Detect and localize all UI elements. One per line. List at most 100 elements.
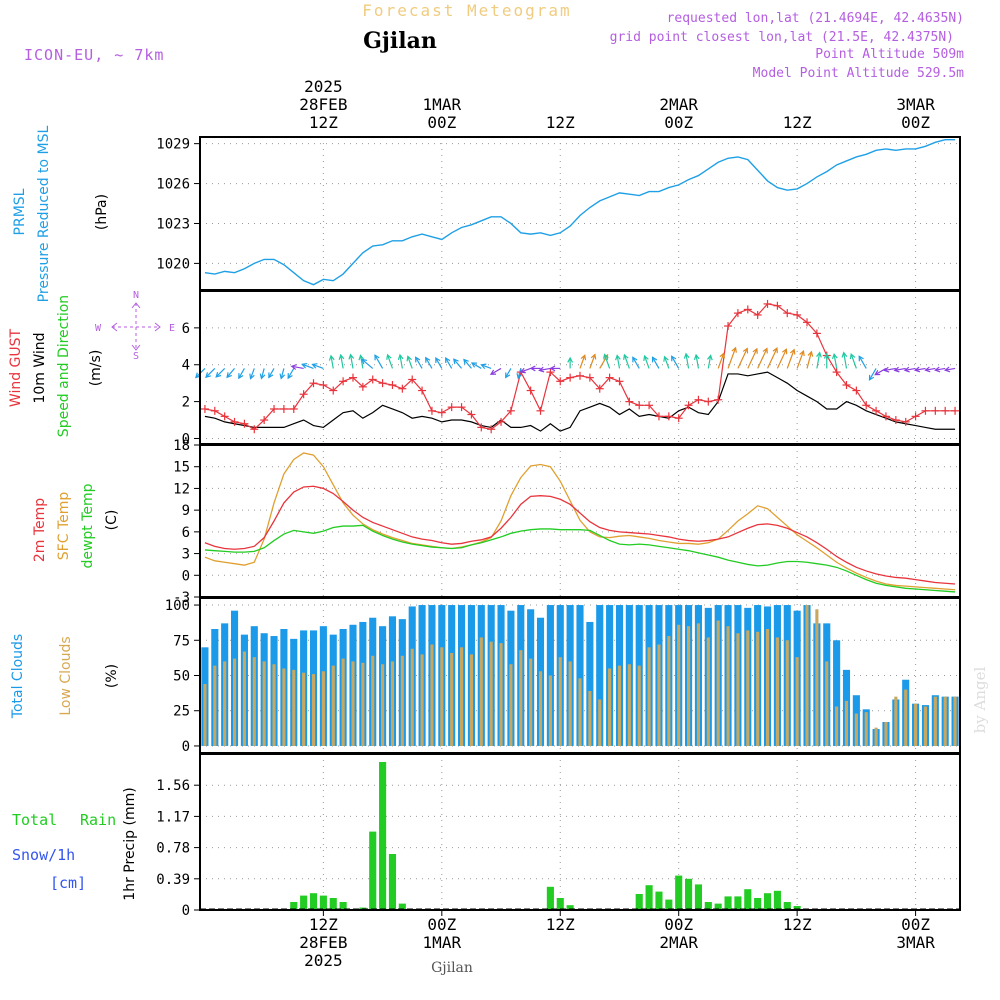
gust-marker [230,417,239,426]
gust-marker [220,412,229,421]
gust-marker [595,384,604,393]
low-cloud-bar [529,658,533,746]
gust-marker [615,377,624,386]
precip-bar [379,762,387,910]
gust-marker [773,301,782,310]
time-label-top: 1MAR [423,95,462,114]
low-cloud-bar [765,629,770,746]
low-cloud-bar [844,700,849,746]
gust-marker [763,299,772,308]
axis-label-direction: Speed and Direction [56,295,72,437]
gust-marker [398,384,407,393]
gust-marker [546,368,555,377]
low-cloud-bar [302,672,306,746]
low-cloud-bar [696,623,701,746]
low-cloud-bar [400,655,404,746]
low-cloud-bar [450,652,454,746]
low-cloud-bar [420,654,424,746]
panel-frame-precip [199,753,961,911]
wind-arrow [757,347,768,369]
low-cloud-bar [805,605,809,746]
time-label-top: 2025 [304,77,343,96]
gust-marker [447,403,456,412]
wind-arrows [194,346,956,381]
wind-arrow [747,347,758,369]
model-label: ICON-EU, ~ 7km [24,46,164,64]
low-cloud-bar [548,675,552,746]
gust-marker [842,381,851,390]
wind-arrow [386,353,394,369]
gust-marker [378,379,387,388]
y-tick-label: -3 [173,590,190,606]
gust-marker [664,412,673,421]
wind-arrow [579,354,587,369]
footer-label: Gjilan [431,960,473,976]
wind-arrow [693,353,700,369]
y-tick-label: 3 [182,547,190,563]
precip-bar [685,878,693,910]
low-cloud-bar [716,620,720,746]
wind-arrow [361,358,374,369]
wind-arrow [311,363,324,369]
gust-marker [694,395,703,404]
compass-w: W [95,323,102,334]
gust-marker [951,406,960,415]
axis-label-percent: (%) [104,664,120,688]
wind-arrow [205,367,216,379]
y-tick-label: 75 [173,633,190,649]
low-cloud-bar [608,668,612,746]
y-tick-label: 1.56 [156,778,190,794]
label-rain: Rain [80,811,116,829]
time-label-top: 00Z [901,113,930,132]
clouds-labels: Total Clouds Low Clouds (%) [10,634,120,719]
axis-label-dewpt: dewpt Temp [80,483,96,568]
gust-marker [921,406,930,415]
wind-arrow [849,352,857,369]
panel-precip: 0 0.39 0.78 1.17 1.56 [156,754,960,919]
wind-arrow [874,367,887,376]
gust-marker [388,381,397,390]
low-cloud-bar [884,722,888,746]
low-cloud-bar [252,657,256,746]
low-cloud-bar [933,696,937,746]
axis-label-gust: Wind GUST [8,328,24,407]
panel-bg [200,137,960,290]
y-tick-label: 0.78 [156,841,190,857]
gust-marker [654,412,663,421]
gust-marker [576,371,584,380]
time-label-top: 12Z [309,113,338,132]
low-cloud-bar [647,647,651,746]
gust-marker [467,410,476,419]
precip-bar [744,889,752,910]
low-cloud-bar [361,662,365,746]
wind-arrow [259,368,266,380]
gust-marker [437,408,446,417]
low-cloud-bar [430,644,434,746]
time-label-bottom: 00Z [664,915,693,934]
low-cloud-bar [726,626,730,746]
gust-marker [319,381,328,390]
compass-arrow-e [154,322,161,332]
precip-bar [675,875,683,910]
gust-marker [457,403,466,412]
gust-marker [289,404,298,413]
cloud-bars [201,605,959,746]
gust-marker [793,310,802,319]
compass-e: E [169,323,175,334]
wind-arrow [489,367,502,375]
gust-marker [250,425,259,434]
wind-arrow [238,368,245,380]
low-cloud-bar [617,665,622,746]
wind-arrow [453,358,463,369]
wind-arrow [249,368,255,380]
total-cloud-bar [576,605,584,746]
temperature-labels: 2m Temp SFC Temp dewpt Temp (C) [32,483,120,568]
time-label-top: 12Z [783,113,812,132]
low-cloud-bar [558,657,562,746]
wind-arrow [671,355,680,369]
low-cloud-bar [311,674,316,746]
y-tick-label: 0 [182,568,190,584]
low-cloud-bar [785,640,789,746]
low-cloud-bar [667,636,671,746]
